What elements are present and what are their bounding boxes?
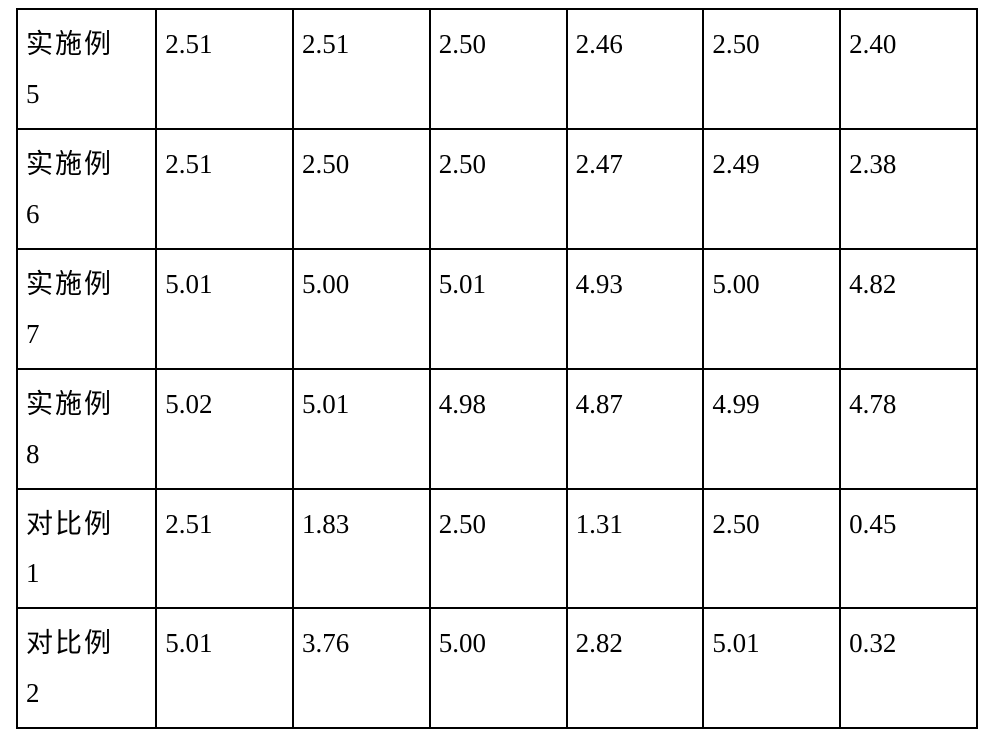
row-label-cell: 对比例 2 <box>17 608 156 728</box>
table-cell: 3.76 <box>293 608 430 728</box>
table-cell: 5.00 <box>293 249 430 369</box>
table-row: 对比例 2 5.01 3.76 5.00 2.82 5.01 0.32 <box>17 608 977 728</box>
row-label-line2: 6 <box>26 199 42 229</box>
table-cell: 1.83 <box>293 489 430 609</box>
table-cell: 2.50 <box>430 129 567 249</box>
table-row: 实施例 6 2.51 2.50 2.50 2.47 2.49 2.38 <box>17 129 977 249</box>
row-label-line1: 对比例 <box>26 509 113 539</box>
row-label-line1: 实施例 <box>26 269 113 299</box>
table-cell: 2.46 <box>567 9 704 129</box>
table-cell: 2.50 <box>430 9 567 129</box>
table-cell: 5.01 <box>703 608 840 728</box>
table-cell: 4.87 <box>567 369 704 489</box>
table-cell: 4.93 <box>567 249 704 369</box>
table-cell: 4.98 <box>430 369 567 489</box>
table-cell: 2.51 <box>293 9 430 129</box>
row-label-cell: 实施例 8 <box>17 369 156 489</box>
data-table: 实施例 5 2.51 2.51 2.50 2.46 2.50 2.40 实施例 … <box>16 8 978 729</box>
table-cell: 2.51 <box>156 489 293 609</box>
row-label-cell: 对比例 1 <box>17 489 156 609</box>
row-label-line2: 5 <box>26 79 42 109</box>
row-label-line2: 7 <box>26 319 42 349</box>
table-cell: 5.00 <box>430 608 567 728</box>
table-cell: 2.49 <box>703 129 840 249</box>
table-cell: 2.50 <box>703 489 840 609</box>
table-cell: 2.82 <box>567 608 704 728</box>
table-cell: 5.01 <box>293 369 430 489</box>
table-cell: 2.40 <box>840 9 977 129</box>
table-cell: 5.00 <box>703 249 840 369</box>
row-label-cell: 实施例 5 <box>17 9 156 129</box>
table-cell: 2.50 <box>703 9 840 129</box>
row-label-cell: 实施例 6 <box>17 129 156 249</box>
table-cell: 4.78 <box>840 369 977 489</box>
table-cell: 5.01 <box>156 249 293 369</box>
row-label-line2: 8 <box>26 439 42 469</box>
table-row: 实施例 5 2.51 2.51 2.50 2.46 2.50 2.40 <box>17 9 977 129</box>
table-cell: 4.82 <box>840 249 977 369</box>
row-label-line2: 2 <box>26 678 42 708</box>
row-label-line2: 1 <box>26 558 42 588</box>
table-cell: 2.51 <box>156 9 293 129</box>
table-row: 实施例 8 5.02 5.01 4.98 4.87 4.99 4.78 <box>17 369 977 489</box>
table-cell: 5.02 <box>156 369 293 489</box>
table-cell: 1.31 <box>567 489 704 609</box>
table-row: 实施例 7 5.01 5.00 5.01 4.93 5.00 4.82 <box>17 249 977 369</box>
table-cell: 5.01 <box>156 608 293 728</box>
table-cell: 5.01 <box>430 249 567 369</box>
table-cell: 4.99 <box>703 369 840 489</box>
row-label-cell: 实施例 7 <box>17 249 156 369</box>
row-label-line1: 实施例 <box>26 389 113 419</box>
table-cell: 0.32 <box>840 608 977 728</box>
table-body: 实施例 5 2.51 2.51 2.50 2.46 2.50 2.40 实施例 … <box>17 9 977 728</box>
row-label-line1: 实施例 <box>26 29 113 59</box>
page-container: 实施例 5 2.51 2.51 2.50 2.46 2.50 2.40 实施例 … <box>0 0 1000 666</box>
table-cell: 2.50 <box>293 129 430 249</box>
table-cell: 2.38 <box>840 129 977 249</box>
table-cell: 2.47 <box>567 129 704 249</box>
table-row: 对比例 1 2.51 1.83 2.50 1.31 2.50 0.45 <box>17 489 977 609</box>
table-cell: 0.45 <box>840 489 977 609</box>
row-label-line1: 对比例 <box>26 628 113 658</box>
table-cell: 2.51 <box>156 129 293 249</box>
row-label-line1: 实施例 <box>26 149 113 179</box>
table-cell: 2.50 <box>430 489 567 609</box>
